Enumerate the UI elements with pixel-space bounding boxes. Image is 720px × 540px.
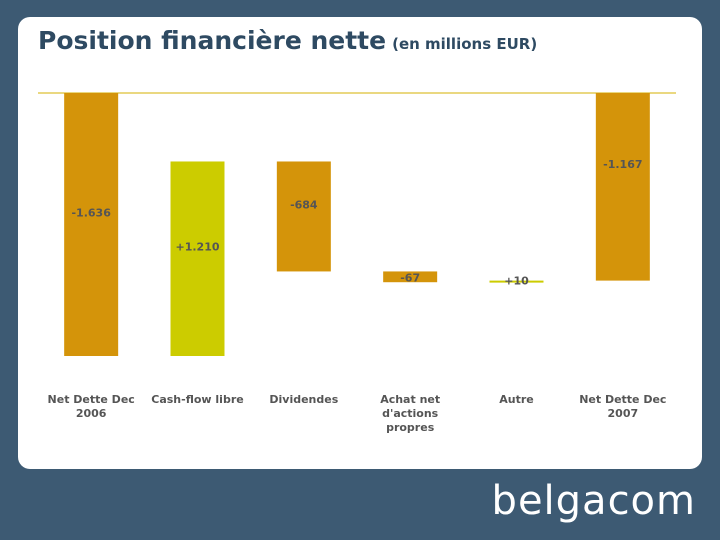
category-label-3-0: Achat net [380, 393, 440, 406]
page-title: Position financière nette (en millions EU… [38, 26, 537, 55]
category-label-4-0: Autre [499, 393, 534, 406]
bar-1 [170, 161, 225, 356]
chart-panel [18, 17, 702, 469]
belgacom-logo: belgacom [491, 478, 696, 524]
bar-5 [595, 93, 650, 281]
bar-0 [64, 93, 119, 356]
data-label-5: -1.167 [603, 158, 642, 171]
category-label-3-1: d'actions [382, 407, 439, 420]
data-label-4: +10 [504, 275, 529, 288]
category-label-5-1: 2007 [608, 407, 639, 420]
data-label-2: -684 [290, 198, 318, 211]
bar-3 [383, 271, 438, 283]
data-label-3: -67 [400, 271, 420, 284]
data-label-0: -1.636 [71, 207, 111, 220]
category-label-1-0: Cash-flow libre [151, 393, 243, 406]
category-label-0-1: 2006 [76, 407, 107, 420]
category-label-5-0: Net Dette Dec [579, 393, 666, 406]
data-label-1: +1.210 [175, 241, 219, 254]
category-label-2-0: Dividendes [269, 393, 338, 406]
category-label-0-0: Net Dette Dec [48, 393, 135, 406]
bar-2 [276, 161, 331, 272]
category-label-3-2: propres [386, 421, 435, 434]
title-main: Position financière nette [38, 26, 387, 55]
title-subtitle: (en millions EUR) [392, 35, 538, 53]
bar-4 [489, 280, 544, 283]
